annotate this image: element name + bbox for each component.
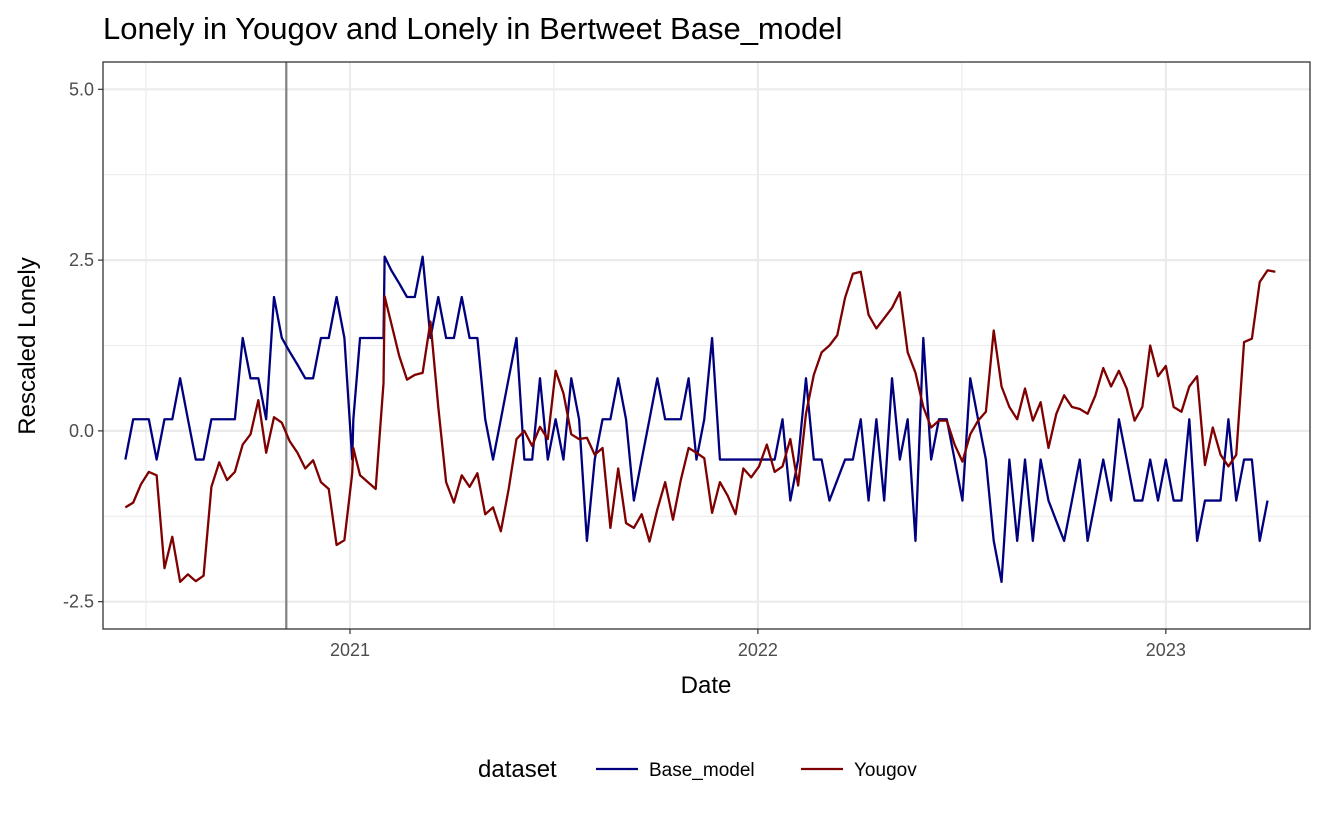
plot-area: -2.5 0.0 2.5 5.0 2021 2022 2023 [63,61,1311,660]
series-line-yougov [124,269,1276,584]
series-line-base-model [124,255,1269,584]
legend: dataset Base_model Yougov [478,756,917,783]
x-tick-label: 2021 [330,640,370,660]
legend-label-yougov: Yougov [854,760,917,781]
chart-title: Lonely in Yougov and Lonely in Bertweet … [103,11,842,46]
x-tick-label: 2023 [1146,640,1186,660]
legend-title: dataset [478,756,557,783]
plot-border [102,61,1311,630]
y-tick-label: 5.0 [69,79,94,99]
y-tick-label: 2.5 [69,250,94,270]
legend-label-base-model: Base_model [649,760,755,781]
x-axis-title: Date [681,672,732,699]
y-tick-label: -2.5 [63,592,94,612]
x-tick-label: 2022 [738,640,778,660]
y-axis-title: Rescaled Lonely [14,257,41,434]
y-tick-label: 0.0 [69,421,94,441]
